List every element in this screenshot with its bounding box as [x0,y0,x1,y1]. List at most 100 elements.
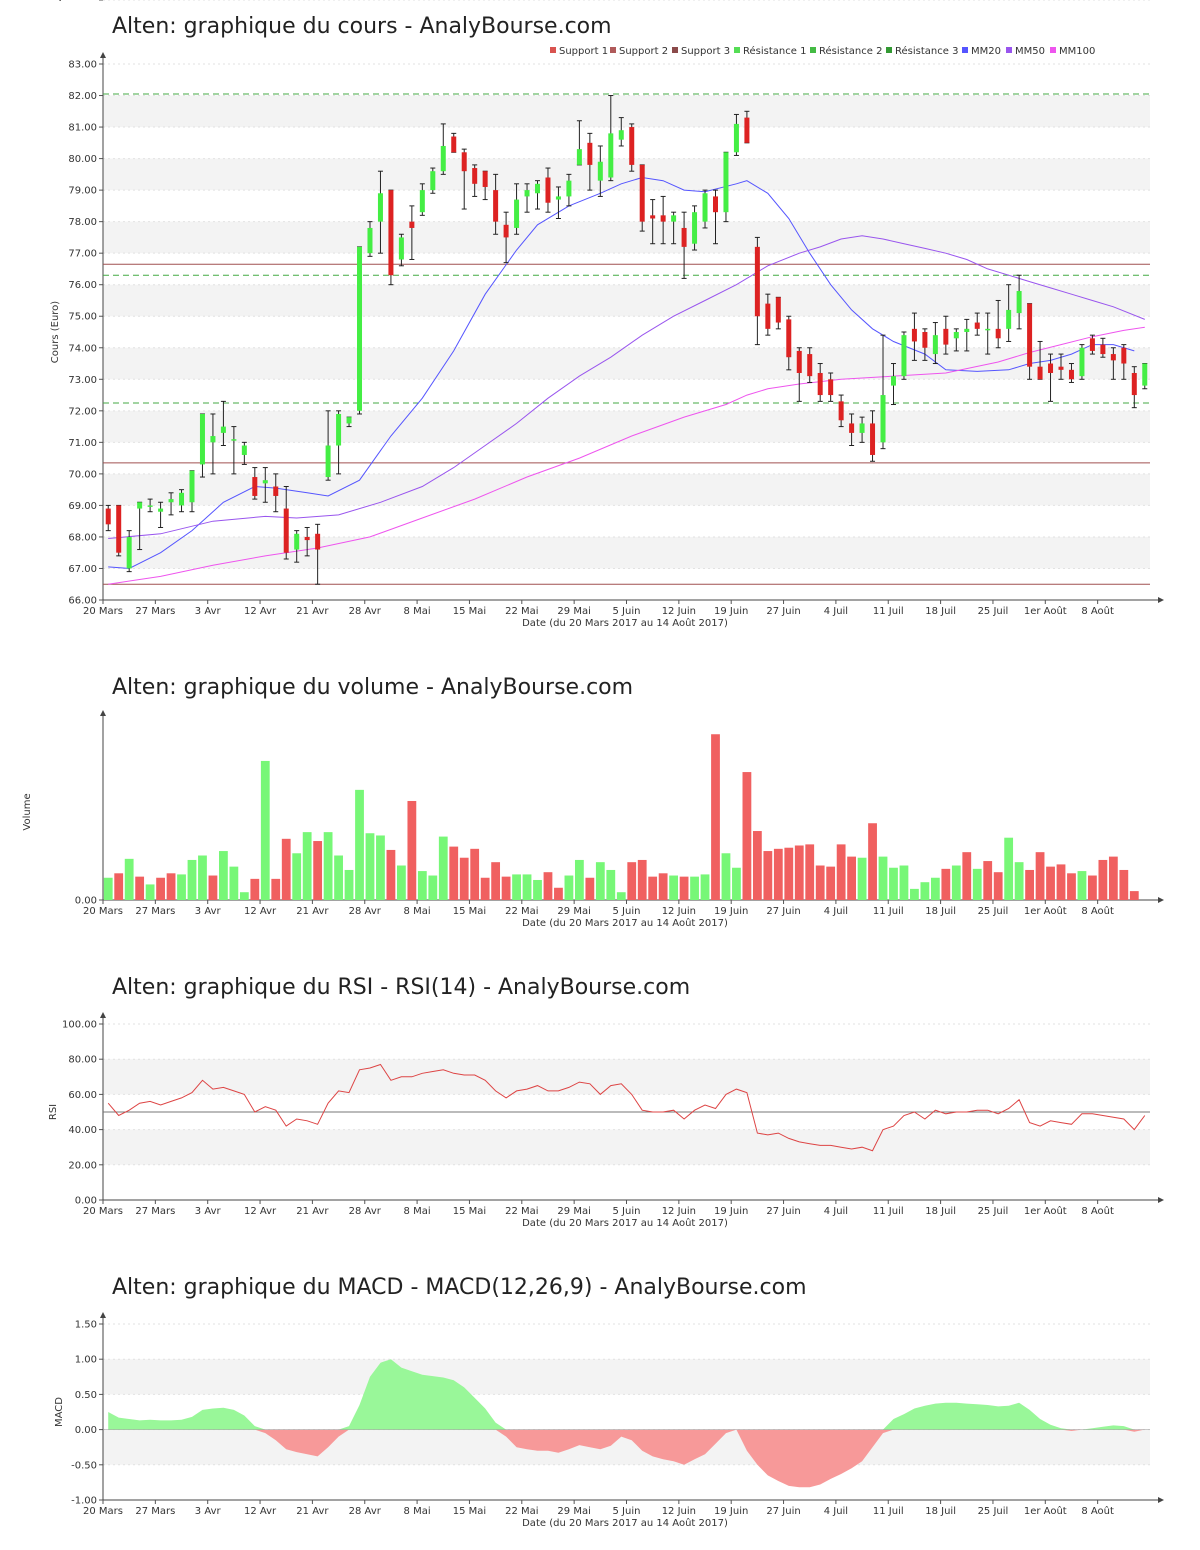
candle-body [901,335,907,377]
candle [430,167,436,194]
candle [1079,344,1085,380]
volume-bar [962,852,972,900]
legend-swatch [1006,47,1012,53]
price-y-tick-label: 66.00 [68,596,97,607]
price-x-tick-label: 5 Juin [613,606,641,617]
candle [932,322,938,365]
volume-x-tick-label: 11 Juil [873,906,904,917]
candle [514,183,520,235]
macd-x-tick-label: 22 Mai [505,1506,538,1517]
volume-bar [260,760,270,900]
candle-body [629,127,635,165]
candle-body [974,322,980,329]
candle-body [870,423,876,455]
volume-bar [878,856,888,900]
volume-bar [868,823,877,900]
rsi-x-tick-label: 27 Mars [135,1206,175,1217]
candle-body [712,196,718,213]
rsi-y-tick-label: 100.00 [62,1020,97,1031]
price-x-tick-label: 4 Juil [824,606,848,617]
price-y-tick-label: 75.00 [68,312,97,323]
candle [199,413,205,478]
price-x-tick-label: 8 Mai [404,606,431,617]
volume-bar [794,845,804,900]
candle [870,410,876,462]
candle [315,523,321,585]
candle [943,315,949,355]
volume-bar [606,869,616,900]
candle-body [503,224,509,238]
price-x-tick-label: 11 Juil [873,606,904,617]
volume-bar [313,841,323,900]
rsi-y-tick-label: 20.00 [68,1160,97,1171]
candle-body [1121,347,1127,364]
candle [1110,347,1116,380]
macd-positive-area [108,1359,1145,1430]
volume-x-tick-label: 12 Avr [244,906,277,917]
candle-body [639,164,645,222]
candle-body [671,215,677,222]
candle-body [1142,363,1148,386]
volume-y-tick-label: 60,000.00 [46,0,97,3]
candle [440,123,446,175]
volume-y-tick-label: 120,000.00 [40,0,97,3]
candle-body [231,439,237,441]
volume-x-tick-label: 18 Juil [925,906,956,917]
candle [1058,353,1064,380]
candle [618,117,624,147]
volume-bar [805,844,815,900]
candle-body [325,445,331,478]
candle [849,413,855,447]
price-y-tick-label: 68.00 [68,532,97,543]
volume-bar [941,868,951,900]
volume-bar [250,878,260,900]
macd-x-tick-label: 21 Avr [296,1506,329,1517]
volume-bar [773,848,783,900]
candle-body [440,145,446,172]
macd-x-axis-label: Date (du 20 Mars 2017 au 14 Août 2017) [522,1517,728,1529]
volume-y-tick-label: 0.00 [75,896,97,907]
macd-x-tick-label: 8 Août [1081,1505,1114,1517]
volume-bar [334,855,343,900]
candle-body [398,237,404,260]
legend-label: Support 2 [619,46,668,57]
volume-bar [386,849,396,900]
candle-body [514,199,520,228]
candle [974,312,980,336]
candle-body [733,123,739,153]
candle [650,199,656,245]
candle [660,195,666,245]
volume-bar [993,872,1003,900]
volume-x-tick-label: 12 Juin [662,906,696,917]
legend-label: MM50 [1015,46,1045,57]
candle-body [995,328,1001,339]
legend-swatch [672,47,678,53]
volume-bar [428,875,438,900]
price-x-tick-label: 8 Août [1081,605,1114,617]
rsi-x-tick-label: 12 Juin [662,1206,696,1217]
volume-bar [742,772,752,900]
price-x-tick-label: 29 Mai [557,606,590,617]
rsi-x-tick-label: 18 Juil [925,1206,956,1217]
price-grid-band [103,158,1150,191]
candle-body [1058,366,1064,370]
price-chart-title: Alten: graphique du cours - AnalyBourse.… [112,14,612,39]
rsi-x-tick-label: 22 Mai [505,1206,538,1217]
candle-body [1016,291,1022,314]
macd-x-tick-label: 27 Juin [766,1506,800,1517]
candle-body [535,183,541,194]
candle [367,221,373,257]
candle [985,312,991,355]
price-x-tick-label: 21 Avr [296,606,329,617]
volume-x-tick-label: 8 Mai [404,906,431,917]
candle-body [1110,354,1116,361]
price-grid-band [103,221,1150,254]
candle-body [681,227,687,247]
legend-label: Support 3 [681,46,730,57]
candle-body [985,328,991,331]
candle [116,504,122,557]
candle-body [168,499,174,503]
volume-bar [501,876,511,900]
candle [1068,363,1074,383]
rsi-x-tick-label: 28 Avr [349,1206,382,1217]
